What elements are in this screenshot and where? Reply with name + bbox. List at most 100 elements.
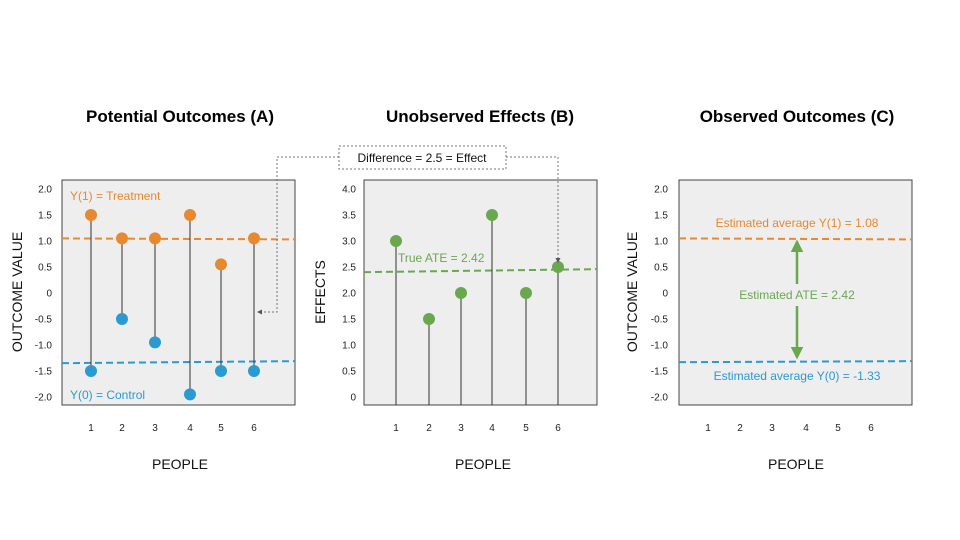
panel-a-title: Potential Outcomes (A) <box>86 107 274 126</box>
x-tick-label: 5 <box>523 423 529 434</box>
treatment-point <box>85 209 97 221</box>
x-tick-label: 2 <box>426 423 432 434</box>
callout-connector-right <box>506 156 561 263</box>
panel-c-control-mean-line <box>678 360 913 364</box>
y-tick-label: -1.0 <box>651 341 669 352</box>
panel-a-y-ticks: 2.0 1.5 1.0 0.5 0 -0.5 -1.0 -1.5 -2.0 <box>35 185 53 404</box>
y-tick-label: 1.0 <box>342 341 356 352</box>
panel-c-title: Observed Outcomes (C) <box>700 107 895 126</box>
y-tick-label: 2.0 <box>342 289 356 300</box>
effect-point <box>520 287 532 299</box>
y-tick-label: -0.5 <box>651 315 669 326</box>
control-point <box>85 365 97 377</box>
x-tick-label: 5 <box>218 423 224 434</box>
control-point <box>215 365 227 377</box>
panel-b-true-ate-line <box>363 268 598 274</box>
treatment-point <box>149 232 161 245</box>
panel-c-y-ticks: 2.0 1.5 1.0 0.5 0 -0.5 -1.0 -1.5 -2.0 <box>651 185 669 404</box>
x-tick-label: 6 <box>868 423 874 434</box>
y-tick-label: 0 <box>662 289 668 300</box>
treatment-point <box>116 232 128 245</box>
x-tick-label: 1 <box>88 423 94 434</box>
control-point <box>116 313 128 325</box>
y-tick-label: 0.5 <box>342 367 356 378</box>
y-tick-label: -0.5 <box>35 315 53 326</box>
panel-b-x-ticks: 1 2 3 4 5 6 <box>393 423 561 434</box>
panel-c-treatment-mean-line <box>678 237 913 241</box>
panel-c-ate-label: Estimated ATE = 2.42 <box>739 288 855 302</box>
y-tick-label: 1.5 <box>342 315 356 326</box>
x-tick-label: 5 <box>835 423 841 434</box>
effect-point <box>552 261 564 273</box>
treatment-point <box>215 258 227 271</box>
panel-c-plot-area <box>678 179 913 406</box>
panel-b-y-ticks: 4.0 3.5 3.0 2.5 2.0 1.5 1.0 0.5 0 <box>342 185 356 404</box>
y-tick-label: 1.0 <box>38 237 52 248</box>
difference-callout: Difference = 2.5 = Effect <box>257 145 561 315</box>
panel-a-control-mean-line <box>61 360 296 365</box>
y-tick-label: 0.5 <box>654 263 668 274</box>
panel-a-x-axis-label: PEOPLE <box>152 456 208 472</box>
x-tick-label: 1 <box>393 423 399 434</box>
y-tick-label: 0 <box>46 289 52 300</box>
y-tick-label: 2.5 <box>342 263 356 274</box>
effect-point <box>486 209 498 221</box>
y-tick-label: 3.5 <box>342 211 356 222</box>
panel-a-y-axis-label: OUTCOME VALUE <box>9 232 25 352</box>
y-tick-label: -2.0 <box>35 393 53 404</box>
y-tick-label: 2.0 <box>654 185 668 196</box>
x-tick-label: 1 <box>705 423 711 434</box>
control-point <box>149 336 161 349</box>
x-tick-label: 6 <box>555 423 561 434</box>
callout-text: Difference = 2.5 = Effect <box>358 151 488 165</box>
x-tick-label: 3 <box>769 423 775 434</box>
x-tick-label: 2 <box>119 423 125 434</box>
effect-point <box>455 287 467 299</box>
y-tick-label: 1.0 <box>654 237 668 248</box>
panel-c-control-mean-label: Estimated average Y(0) = -1.33 <box>714 369 881 383</box>
panel-c-x-axis-label: PEOPLE <box>768 456 824 472</box>
y-tick-label: 4.0 <box>342 185 356 196</box>
x-tick-label: 6 <box>251 423 257 434</box>
x-tick-label: 3 <box>458 423 464 434</box>
treatment-point <box>248 232 260 245</box>
panel-a-points <box>85 209 260 401</box>
treatment-point <box>184 209 196 221</box>
y-tick-label: 3.0 <box>342 237 356 248</box>
panel-a: Potential Outcomes (A) 2.0 1.5 1.0 0.5 0 -0.5… <box>9 107 296 472</box>
y-tick-label: -1.5 <box>35 367 53 378</box>
y-tick-label: 2.0 <box>38 185 52 196</box>
y-tick-label: 1.5 <box>38 211 52 222</box>
control-point <box>184 388 196 401</box>
x-tick-label: 4 <box>187 423 193 434</box>
panel-b-y-axis-label: EFFECTS <box>312 260 328 324</box>
x-tick-label: 3 <box>152 423 158 434</box>
y-tick-label: -2.0 <box>651 393 669 404</box>
y-tick-label: -1.5 <box>651 367 669 378</box>
effect-point <box>390 235 402 247</box>
panel-b-points <box>390 209 564 325</box>
y-tick-label: 1.5 <box>654 211 668 222</box>
panel-b-stems <box>395 215 559 405</box>
y-tick-label: 0 <box>350 393 356 404</box>
panel-b-plot-area <box>363 179 598 406</box>
y-tick-label: -1.0 <box>35 341 53 352</box>
panel-b-true-ate-label: True ATE = 2.42 <box>398 251 485 265</box>
control-point <box>248 365 260 377</box>
panel-a-legend-control: Y(0) = Control <box>70 388 145 402</box>
panel-c-y-axis-label: OUTCOME VALUE <box>624 232 640 352</box>
panel-a-treatment-mean-line <box>61 237 296 241</box>
x-tick-label: 4 <box>489 423 495 434</box>
panel-c-x-ticks: 1 2 3 4 5 6 <box>705 423 874 434</box>
panel-b-x-axis-label: PEOPLE <box>455 456 511 472</box>
panel-a-legend-treatment: Y(1) = Treatment <box>70 189 161 203</box>
panel-b-title: Unobserved Effects (B) <box>386 107 574 126</box>
x-tick-label: 2 <box>737 423 743 434</box>
effect-point <box>423 313 435 325</box>
x-tick-label: 4 <box>803 423 809 434</box>
panel-a-x-ticks: 1 2 3 4 5 6 <box>88 423 257 434</box>
panel-a-stems <box>90 215 255 395</box>
panel-c-treatment-mean-label: Estimated average Y(1) = 1.08 <box>716 216 879 230</box>
y-tick-label: 0.5 <box>38 263 52 274</box>
